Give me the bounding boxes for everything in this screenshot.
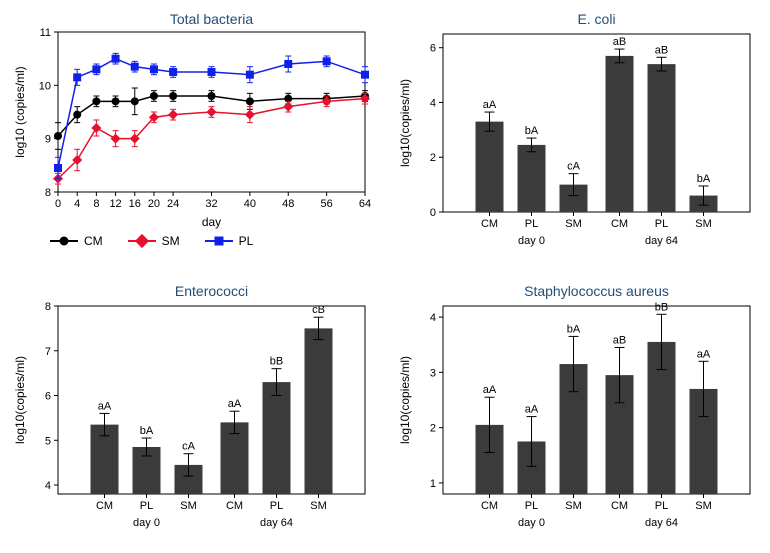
svg-text:SM: SM: [695, 500, 712, 512]
svg-text:PL: PL: [140, 500, 153, 512]
chart-title: Total bacteria: [170, 11, 253, 27]
svg-text:0: 0: [430, 207, 436, 219]
svg-text:32: 32: [205, 198, 217, 210]
svg-text:10: 10: [39, 80, 51, 92]
bar-chart-enterococci: Enterococci 4 5 6 7 8 log10(copies/ml) aA CM bA PL…: [10, 282, 375, 542]
svg-text:8: 8: [93, 198, 99, 210]
svg-text:CM: CM: [481, 500, 498, 512]
chart-title: E. coli: [577, 11, 615, 27]
svg-text:4: 4: [74, 198, 80, 210]
bar-annotation: aA: [525, 403, 539, 415]
svg-text:6: 6: [430, 43, 436, 55]
bar-annotation: cA: [567, 161, 581, 173]
panel-staph: Staphylococcus aureus 1 2 3 4 log10(copies/ml…: [395, 282, 760, 544]
chart-grid: Total bacteria89101104812162024324048566…: [10, 10, 760, 543]
bar-annotation: aA: [98, 400, 112, 412]
svg-text:3: 3: [430, 367, 436, 379]
legend: CM SM PL: [10, 234, 375, 248]
svg-text:20: 20: [148, 198, 160, 210]
panel-enterococci: Enterococci 4 5 6 7 8 log10(copies/ml) aA CM bA PL…: [10, 282, 375, 544]
y-axis-title: log10(copies/ml): [398, 79, 412, 167]
svg-text:6: 6: [45, 390, 51, 402]
bar-annotation: bB: [270, 355, 283, 367]
bar-annotation: aA: [697, 348, 711, 360]
bar-annotation: cA: [182, 440, 196, 452]
line-chart: Total bacteria89101104812162024324048566…: [10, 10, 375, 230]
svg-text:PL: PL: [270, 500, 283, 512]
bar-annotation: aB: [613, 334, 626, 346]
bar-annotation: aB: [613, 36, 626, 48]
svg-text:CM: CM: [611, 218, 628, 230]
svg-text:CM: CM: [226, 500, 243, 512]
y-axis-title: log10(copies/ml): [13, 355, 27, 443]
svg-text:CM: CM: [96, 500, 113, 512]
svg-text:2: 2: [430, 422, 436, 434]
svg-text:1: 1: [430, 477, 436, 489]
bar-chart-staph: Staphylococcus aureus 1 2 3 4 log10(copies/ml…: [395, 282, 760, 542]
x-axis-title: day: [202, 215, 221, 229]
bar-annotation: aA: [483, 384, 497, 396]
svg-text:4: 4: [45, 480, 51, 492]
bar-annotation: bA: [525, 125, 539, 137]
svg-text:16: 16: [129, 198, 141, 210]
bar-annotation: cB: [312, 304, 325, 316]
legend-label: SM: [162, 234, 180, 248]
bar-annotation: aB: [655, 44, 668, 56]
group-label: day 0: [518, 517, 545, 529]
svg-text:PL: PL: [655, 218, 668, 230]
svg-text:64: 64: [359, 198, 371, 210]
svg-text:PL: PL: [655, 500, 668, 512]
group-label: day 0: [133, 517, 160, 529]
svg-text:SM: SM: [565, 500, 582, 512]
bar-annotation: aA: [228, 398, 242, 410]
svg-text:PL: PL: [525, 500, 538, 512]
svg-text:4: 4: [430, 312, 436, 324]
svg-text:9: 9: [45, 134, 51, 146]
legend-item-cm: CM: [50, 234, 103, 248]
y-axis-title: log10 (copies/ml): [13, 66, 27, 157]
y-axis-title: log10(copies/ml): [398, 355, 412, 443]
svg-text:PL: PL: [525, 218, 538, 230]
svg-text:2: 2: [430, 152, 436, 164]
legend-label: CM: [84, 234, 103, 248]
bar-chart-ecoli: E. coli 0 2 4 6 log10(copies/ml) aA CM bA PL cA SM a…: [395, 10, 760, 260]
svg-text:11: 11: [40, 27, 51, 39]
legend-label: PL: [239, 234, 254, 248]
svg-text:SM: SM: [565, 218, 582, 230]
chart-title: Enterococci: [175, 283, 248, 299]
group-label: day 0: [518, 235, 545, 247]
svg-text:SM: SM: [180, 500, 197, 512]
svg-text:CM: CM: [481, 218, 498, 230]
panel-total-bacteria: Total bacteria89101104812162024324048566…: [10, 10, 375, 272]
group-label: day 64: [260, 517, 293, 529]
svg-text:SM: SM: [695, 218, 712, 230]
legend-item-pl: PL: [205, 234, 254, 248]
svg-text:7: 7: [45, 345, 51, 357]
svg-text:8: 8: [45, 187, 51, 199]
svg-text:12: 12: [109, 198, 121, 210]
svg-text:48: 48: [282, 198, 294, 210]
bar-annotation: bA: [140, 425, 154, 437]
svg-text:CM: CM: [611, 500, 628, 512]
svg-text:4: 4: [430, 97, 436, 109]
svg-text:SM: SM: [310, 500, 327, 512]
chart-title: Staphylococcus aureus: [524, 283, 669, 299]
svg-text:8: 8: [45, 301, 51, 313]
bar-annotation: aA: [483, 99, 497, 111]
svg-text:5: 5: [45, 435, 51, 447]
panel-ecoli: E. coli 0 2 4 6 log10(copies/ml) aA CM bA PL cA SM a…: [395, 10, 760, 272]
svg-text:24: 24: [167, 198, 179, 210]
legend-item-sm: SM: [128, 234, 180, 248]
bar-annotation: bA: [567, 323, 581, 335]
bar-annotation: bB: [655, 301, 668, 313]
svg-text:56: 56: [321, 198, 333, 210]
group-label: day 64: [645, 517, 678, 529]
group-label: day 64: [645, 235, 678, 247]
svg-text:0: 0: [55, 198, 61, 210]
svg-text:40: 40: [244, 198, 256, 210]
bar-annotation: bA: [697, 173, 711, 185]
